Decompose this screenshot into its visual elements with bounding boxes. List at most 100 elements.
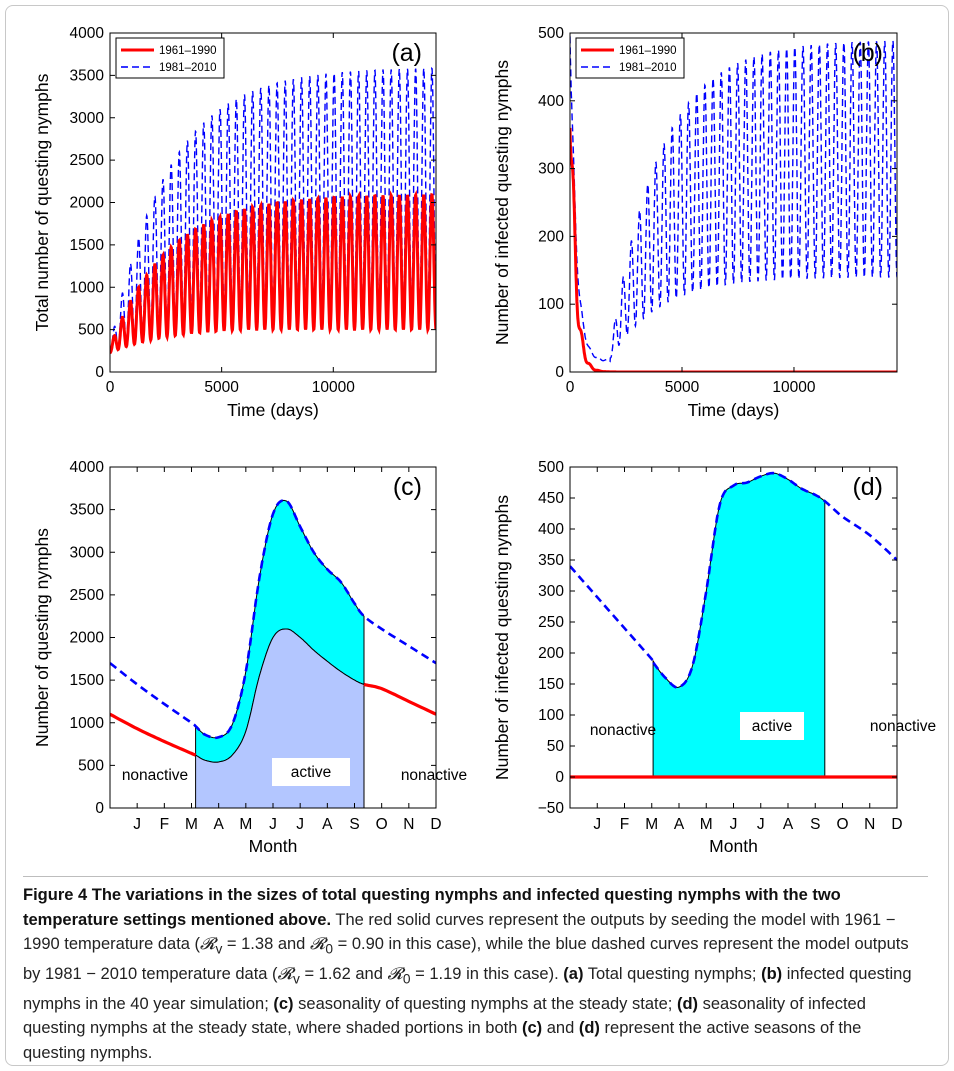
y-tick-label: 2000 — [70, 630, 105, 647]
active-season-label: active — [291, 764, 332, 781]
y-tick-label: 150 — [538, 676, 564, 693]
panel-label: (d) — [852, 473, 883, 501]
y-tick-label: 500 — [538, 25, 564, 42]
x-tick-label: J — [730, 816, 738, 833]
x-axis-label: Month — [709, 836, 758, 856]
caption-panel-ref: (c) — [273, 994, 294, 1013]
x-tick-label: A — [322, 816, 333, 833]
series-1961-1990-line — [363, 682, 436, 716]
y-tick-label: 500 — [538, 459, 564, 476]
caption-symbol: 𝓡 — [387, 964, 403, 983]
x-tick-label: A — [674, 816, 685, 833]
y-tick-label: 0 — [555, 769, 564, 786]
y-axis-label: Number of questing nymphs — [32, 528, 52, 747]
x-tick-label: 5000 — [665, 379, 700, 396]
nonactive-season-label: nonactive — [870, 718, 936, 735]
legend-entry: 1961–1990 — [619, 45, 677, 57]
y-tick-label: 4000 — [70, 459, 105, 476]
y-tick-label: 2000 — [70, 195, 105, 212]
caption-symbol: 𝓡 — [277, 964, 293, 983]
y-tick-label: 300 — [538, 161, 564, 178]
x-tick-label: D — [430, 816, 441, 833]
x-tick-label: O — [376, 816, 388, 833]
y-tick-label: 0 — [555, 364, 564, 381]
caption-text: = 1.19 in this case). — [410, 964, 564, 983]
plot-lines — [570, 36, 897, 372]
y-tick-label: 3500 — [70, 502, 105, 519]
caption-panel-ref: (d) — [676, 994, 699, 1013]
y-tick-label: 100 — [538, 296, 564, 313]
caption-text: = 0.90 in this case), while the blue das… — [23, 935, 909, 983]
nonactive-season-label: nonactive — [401, 767, 467, 784]
y-tick-label: 450 — [538, 490, 564, 507]
x-tick-label: F — [620, 816, 629, 833]
y-tick-label: 1500 — [70, 672, 105, 689]
y-tick-label: 200 — [538, 228, 564, 245]
plot-lines — [110, 499, 436, 757]
y-tick-label: 3000 — [70, 110, 105, 127]
x-tick-label: O — [836, 816, 848, 833]
y-tick-label: 1000 — [70, 279, 105, 296]
legend-box — [115, 37, 225, 79]
x-tick-label: J — [269, 816, 277, 833]
x-axis-label: Time (days) — [227, 400, 319, 420]
annotation-box — [272, 758, 350, 786]
y-axis-label: Total number of questing nymphs — [32, 73, 52, 331]
caption-panel-ref: (a) — [563, 964, 584, 983]
plot-lines — [570, 471, 897, 779]
caption-panel-ref: (b) — [761, 964, 783, 983]
legend-entry: 1961–1990 — [159, 45, 217, 57]
caption-subscript: 0 — [402, 971, 411, 987]
x-tick-label: N — [864, 816, 875, 833]
caption-text: = 1.62 and — [299, 964, 388, 983]
caption-text: The red solid curves represent the outpu… — [23, 910, 896, 954]
x-tick-label: S — [810, 816, 820, 833]
caption-text: seasonality of infected questing nymphs … — [23, 994, 866, 1038]
panel-label: (a) — [391, 39, 422, 67]
y-tick-label: 400 — [538, 93, 564, 110]
y-axis-label: Number of infected questing nymphs — [492, 60, 512, 345]
series-1981-2010-line — [570, 36, 897, 363]
y-tick-label: 2500 — [70, 587, 105, 604]
series-1981-2010-line — [110, 499, 436, 740]
x-tick-label: M — [239, 816, 252, 833]
y-tick-label: 4000 — [70, 25, 105, 42]
y-tick-label: 400 — [538, 521, 564, 538]
x-tick-label: J — [757, 816, 765, 833]
caption-text: infected questing nymphs in the 40 year … — [23, 964, 912, 1013]
x-axis-label: Time (days) — [688, 400, 780, 420]
y-tick-label: 1500 — [70, 237, 105, 254]
caption-text: represent the active seasons of the ques… — [23, 1019, 862, 1062]
y-tick-label: 3000 — [70, 544, 105, 561]
caption-panel-ref: (c) — [521, 1019, 543, 1038]
nonactive-season-label: nonactive — [590, 722, 656, 739]
series-1961-1990-line — [110, 189, 436, 355]
figure-caption: Figure 4 The variations in the sizes of … — [23, 876, 928, 1065]
caption-subscript: v — [215, 941, 223, 957]
y-tick-label: 500 — [78, 757, 104, 774]
y-tick-label: 3500 — [70, 67, 105, 84]
y-tick-label: 50 — [547, 738, 565, 755]
x-tick-label: J — [296, 816, 304, 833]
caption-title: Figure 4 The variations in the sizes of … — [23, 886, 841, 929]
legend-entry: 1981–2010 — [619, 62, 677, 74]
legend-entry: 1981–2010 — [159, 62, 217, 74]
x-tick-label: J — [133, 816, 141, 833]
caption-symbol: 𝓡 — [200, 935, 216, 953]
y-tick-label: 200 — [538, 645, 564, 662]
x-tick-label: D — [891, 816, 902, 833]
x-tick-label: S — [349, 816, 359, 833]
active-season-label: active — [752, 718, 793, 735]
y-tick-label: 350 — [538, 552, 564, 569]
x-tick-label: 0 — [566, 379, 575, 396]
y-tick-label: 2500 — [70, 152, 105, 169]
legend-box — [575, 37, 685, 79]
annotation-box — [740, 712, 804, 740]
x-tick-label: 10000 — [312, 379, 355, 396]
y-tick-label: 0 — [95, 364, 104, 381]
plot-lines — [110, 66, 436, 355]
